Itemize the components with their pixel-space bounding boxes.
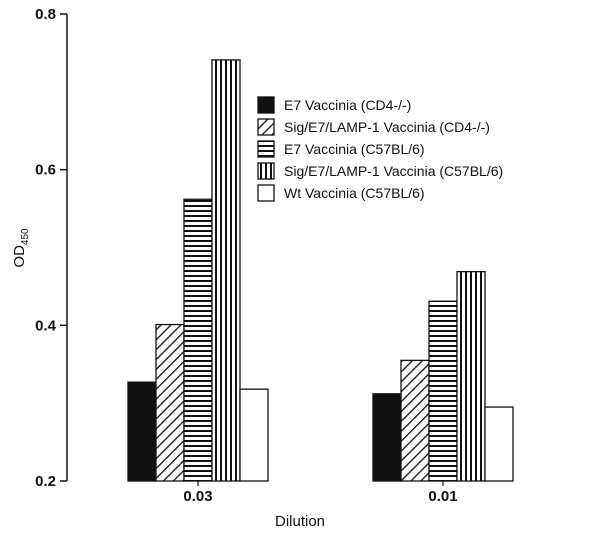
y-tick-label: 0.8	[35, 6, 56, 23]
bars	[127, 59, 514, 482]
legend-swatch-4	[257, 184, 275, 202]
legend: E7 Vaccinia (CD4-/-) Sig/E7/LAMP-1 Vaccin…	[257, 96, 503, 202]
bar-1-0	[372, 393, 402, 482]
y-axis: 0.2 0.4 0.6 0.8	[35, 6, 68, 490]
bar-0-1	[155, 323, 185, 482]
x-tick-label: 0.01	[428, 488, 457, 505]
y-tick-label: 0.2	[35, 473, 56, 490]
y-ticks: 0.2 0.4 0.6 0.8	[35, 6, 67, 490]
bar-0-3	[211, 59, 241, 482]
bar-0-2	[183, 198, 213, 482]
y-axis-title: OD450	[11, 228, 31, 268]
legend-swatch-2	[257, 140, 275, 158]
bar-0-0	[127, 381, 157, 482]
legend-label-3: Sig/E7/LAMP-1 Vaccinia (C57BL/6)	[284, 163, 503, 179]
x-tick-labels: 0.03 0.01	[183, 481, 458, 505]
legend-swatch-3	[257, 162, 275, 180]
legend-label-2: E7 Vaccinia (C57BL/6)	[284, 141, 425, 157]
y-tick-label: 0.4	[35, 317, 57, 334]
legend-label-4: Wt Vaccinia (C57BL/6)	[284, 185, 425, 201]
legend-swatch-1	[257, 118, 275, 136]
bar-0-4	[239, 388, 269, 482]
y-axis-title-subscript: 450	[20, 228, 31, 245]
bar-1-1	[400, 359, 430, 482]
legend-swatch-0	[257, 96, 275, 114]
legend-label-0: E7 Vaccinia (CD4-/-)	[284, 97, 411, 113]
y-axis-title-main: OD	[11, 245, 28, 268]
x-axis-title: Dilution	[275, 513, 325, 530]
bar-1-3	[456, 270, 486, 482]
y-tick-label: 0.6	[35, 162, 56, 179]
bar-1-4	[484, 406, 514, 482]
bar-1-2	[428, 300, 458, 482]
legend-label-1: Sig/E7/LAMP-1 Vaccinia (CD4-/-)	[284, 119, 490, 135]
x-tick-label: 0.03	[183, 488, 212, 505]
